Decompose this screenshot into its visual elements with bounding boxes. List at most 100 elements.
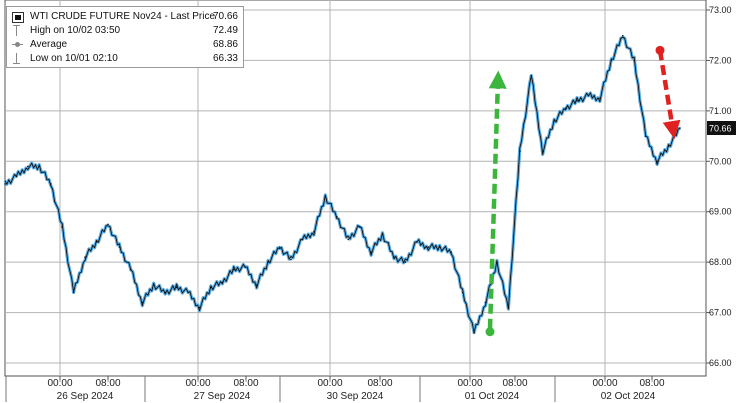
data-point <box>233 268 235 271</box>
data-point <box>84 256 86 258</box>
data-point <box>301 238 304 241</box>
data-point <box>507 306 510 309</box>
data-point <box>38 165 41 168</box>
y-tick-label: 73.00 <box>709 5 732 15</box>
data-point <box>427 246 430 248</box>
square-swatch-icon <box>12 12 24 23</box>
data-point <box>61 226 64 228</box>
data-point <box>255 284 258 286</box>
data-point <box>644 135 647 137</box>
data-point <box>187 291 189 294</box>
data-point <box>267 261 269 263</box>
data-point <box>152 284 155 286</box>
x-tick-label: 08:00 <box>639 378 664 389</box>
last-price-tag-bg <box>707 121 736 136</box>
data-point <box>27 165 29 168</box>
low-marker-icon <box>12 53 22 64</box>
data-point <box>347 238 350 241</box>
y-tick-label: 70.00 <box>709 156 732 166</box>
legend-label: High on 10/02 03:50 <box>30 25 121 36</box>
data-point <box>667 145 670 147</box>
data-point <box>587 94 590 97</box>
x-tick-label: 00:00 <box>47 378 72 389</box>
x-tick-label: 08:00 <box>367 378 392 389</box>
data-point <box>15 175 18 178</box>
high-marker-icon <box>12 25 22 36</box>
x-tick-label: 08:00 <box>95 378 120 389</box>
price-area-band <box>3 35 681 335</box>
data-point <box>198 306 201 309</box>
legend-label: Low on 10/01 02:10 <box>30 53 118 64</box>
y-tick-label: 71.00 <box>709 106 732 116</box>
legend-value: 66.33 <box>212 53 238 64</box>
data-point <box>530 74 533 77</box>
y-tick-label: 68.00 <box>709 257 732 267</box>
data-point <box>610 59 613 62</box>
legend-label: WTI CRUDE FUTURE Nov24 - Last Price <box>30 11 216 22</box>
data-point <box>461 291 464 294</box>
y-tick-label: 66.00 <box>709 358 732 368</box>
data-point <box>416 241 418 243</box>
data-point <box>335 215 338 218</box>
data-point <box>393 256 395 258</box>
data-point <box>553 120 555 122</box>
down-arrow <box>657 49 681 139</box>
data-point <box>72 291 75 294</box>
price-series-line <box>4 36 681 334</box>
x-date-label: 02 Oct 2024 <box>601 391 656 402</box>
data-point <box>130 268 132 271</box>
data-point <box>370 251 372 253</box>
legend-value: 70.66 <box>212 11 238 22</box>
x-tick-label: 00:00 <box>457 378 482 389</box>
data-point <box>313 231 315 233</box>
data-point <box>175 286 178 289</box>
legend-value: 68.86 <box>212 39 238 50</box>
data-point <box>381 233 384 236</box>
data-point <box>541 150 544 152</box>
data-point <box>118 246 121 248</box>
data-point <box>49 183 52 185</box>
data-point <box>484 301 487 304</box>
average-marker-icon <box>12 40 23 49</box>
y-tick-label: 67.00 <box>709 308 732 318</box>
data-point <box>438 246 441 248</box>
data-point <box>496 261 498 263</box>
data-point <box>621 34 624 37</box>
x-date-label: 01 Oct 2024 <box>465 391 520 402</box>
x-tick-label: 00:00 <box>592 378 617 389</box>
legend-label: Average <box>30 39 68 50</box>
data-point <box>221 281 224 284</box>
data-point <box>358 226 361 228</box>
x-date-label: 27 Sep 2024 <box>194 391 251 402</box>
data-point <box>633 59 636 62</box>
data-point <box>679 127 681 129</box>
chart-legend: WTI CRUDE FUTURE Nov24 - Last Price 70.6… <box>6 6 244 68</box>
data-point <box>519 150 521 152</box>
plot-frame <box>4 0 707 377</box>
data-point <box>473 331 475 334</box>
x-tick-label: 00:00 <box>317 378 342 389</box>
up-arrow <box>487 70 507 329</box>
y-tick-label: 72.00 <box>709 55 732 65</box>
data-point <box>656 160 658 163</box>
x-date-label: 30 Sep 2024 <box>327 391 384 402</box>
price-area <box>3 35 681 335</box>
annotations <box>485 45 681 337</box>
data-point <box>576 99 578 102</box>
data-point <box>599 97 601 100</box>
x-tick-label: 08:00 <box>233 378 258 389</box>
data-point <box>324 195 327 198</box>
data-point <box>95 241 98 243</box>
price-line <box>4 34 681 334</box>
y-tick-label: 69.00 <box>709 207 732 217</box>
up-arrow-dot <box>485 327 495 337</box>
data-point <box>244 266 247 268</box>
legend-value: 72.49 <box>212 25 238 36</box>
data-point <box>164 291 166 294</box>
data-point <box>564 107 567 110</box>
data-point <box>210 286 212 289</box>
data-point <box>278 246 281 248</box>
axes: 66.00 67.00 68.00 69.00 70.00 71.00 72.00 73.00… <box>5 5 736 402</box>
data-point <box>450 251 452 253</box>
